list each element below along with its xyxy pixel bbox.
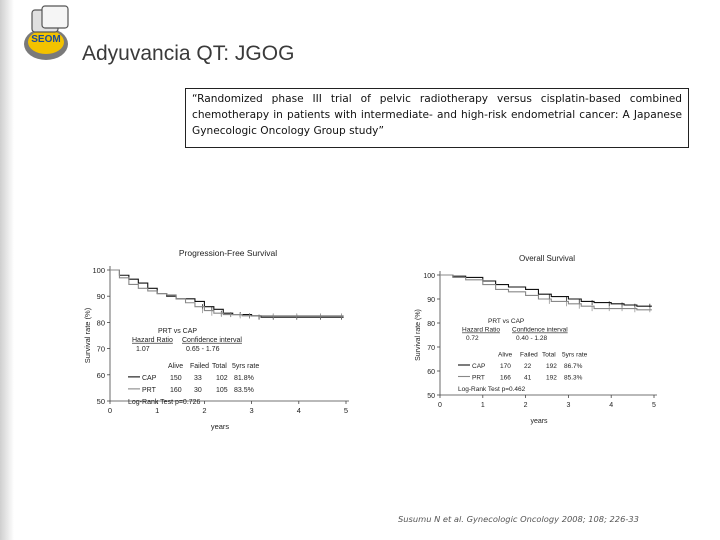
x-tick-label: 2 [524, 402, 528, 409]
seom-logo: SEOM [24, 5, 69, 60]
y-axis-label: Survival rate (%) [415, 309, 422, 361]
y-tick-label: 80 [97, 318, 105, 327]
table-header: Failed [190, 363, 209, 370]
table-cell-alive: 166 [500, 375, 511, 382]
x-tick-label: 2 [202, 406, 206, 415]
logrank-test: Log-Rank Test p=0.462 [458, 386, 526, 393]
table-cell-rate: 81.8% [234, 375, 254, 382]
x-tick-label: 4 [609, 402, 613, 409]
table-cell-failed: 22 [524, 363, 532, 370]
legend-arm: PRT [472, 375, 485, 382]
table-cell-total: 192 [546, 363, 557, 370]
x-axis-label: years [530, 418, 548, 425]
os-chart: Overall Survival 0 1 2 3 4 5 50 60 70 80 90 100 years… [415, 254, 657, 425]
pfs-chart: Progression-Free Survival 0 1 2 3 4 5 50 60 70 80 9… [83, 248, 349, 431]
y-tick-label: 70 [427, 345, 435, 352]
table-cell-alive: 170 [500, 363, 511, 370]
logrank-test: Log-Rank Test p=0.726 [128, 399, 201, 406]
y-tick-label: 50 [97, 397, 105, 406]
chart-title: Progression-Free Survival [179, 248, 277, 258]
hazard-ratio-label: Hazard Ratio [132, 337, 173, 344]
y-tick-label: 90 [97, 292, 105, 301]
y-tick-label: 60 [97, 371, 105, 380]
hazard-ratio-value: 0.72 [466, 335, 479, 342]
citation: Susumu N et al. Gynecologic Oncology 200… [398, 514, 639, 524]
chart-title: Overall Survival [519, 254, 575, 263]
km-curve-cap [110, 269, 344, 318]
table-header: Alive [498, 352, 512, 359]
km-curve-cap [440, 274, 652, 307]
x-tick-label: 1 [481, 402, 485, 409]
table-header: Total [212, 363, 227, 370]
x-tick-label: 0 [108, 406, 112, 415]
table-cell-total: 102 [216, 375, 228, 382]
annotation-comparison: PRT vs CAP [488, 318, 524, 325]
paper-title-quote: “Randomized phase III trial of pelvic ra… [185, 88, 689, 148]
y-tick-label: 80 [427, 321, 435, 328]
y-tick-label: 50 [427, 393, 435, 400]
legend-arm: CAP [472, 363, 485, 370]
x-tick-label: 5 [344, 406, 348, 415]
table-header: Total [542, 352, 556, 359]
logo-text: SEOM [31, 34, 60, 45]
table-cell-failed: 41 [524, 375, 532, 382]
table-header: Failed [520, 352, 538, 359]
annotation-comparison: PRT vs CAP [158, 328, 197, 335]
table-cell-alive: 160 [170, 387, 182, 394]
x-tick-label: 1 [155, 406, 159, 415]
table-cell-failed: 33 [194, 375, 202, 382]
table-cell-rate: 86.7% [564, 363, 583, 370]
km-curve-prt [110, 269, 344, 317]
legend-arm: CAP [142, 375, 157, 382]
x-tick-label: 0 [438, 402, 442, 409]
y-tick-label: 70 [97, 345, 105, 354]
y-tick-label: 100 [92, 266, 105, 275]
ci-label: Confidence interval [182, 337, 242, 344]
table-cell-failed: 30 [194, 387, 202, 394]
ci-value: 0.65 - 1.76 [186, 346, 220, 353]
y-tick-label: 100 [423, 273, 435, 280]
ci-value: 0.40 - 1.28 [516, 335, 547, 342]
table-header: 5yrs rate [562, 352, 588, 359]
slide-left-border [0, 0, 14, 540]
hazard-ratio-label: Hazard Ratio [462, 327, 500, 334]
table-cell-rate: 85.3% [564, 375, 583, 382]
table-header: Alive [168, 363, 183, 370]
y-tick-label: 90 [427, 297, 435, 304]
x-tick-label: 3 [250, 406, 254, 415]
x-tick-label: 5 [652, 402, 656, 409]
y-axis-label: Survival rate (%) [83, 307, 92, 363]
x-tick-label: 3 [566, 402, 570, 409]
table-cell-total: 192 [546, 375, 557, 382]
legend-arm: PRT [142, 387, 157, 394]
hazard-ratio-value: 1.07 [136, 346, 150, 353]
table-cell-rate: 83.5% [234, 387, 254, 394]
x-tick-label: 4 [297, 406, 301, 415]
table-header: 5yrs rate [232, 363, 259, 370]
x-axis-label: years [211, 422, 230, 431]
km-curve-prt [440, 274, 652, 311]
ci-label: Confidence interval [512, 327, 568, 334]
table-cell-total: 105 [216, 387, 228, 394]
slide-title: Adyuvancia QT: JGOG [82, 42, 295, 65]
y-tick-label: 60 [427, 369, 435, 376]
table-cell-alive: 150 [170, 375, 182, 382]
